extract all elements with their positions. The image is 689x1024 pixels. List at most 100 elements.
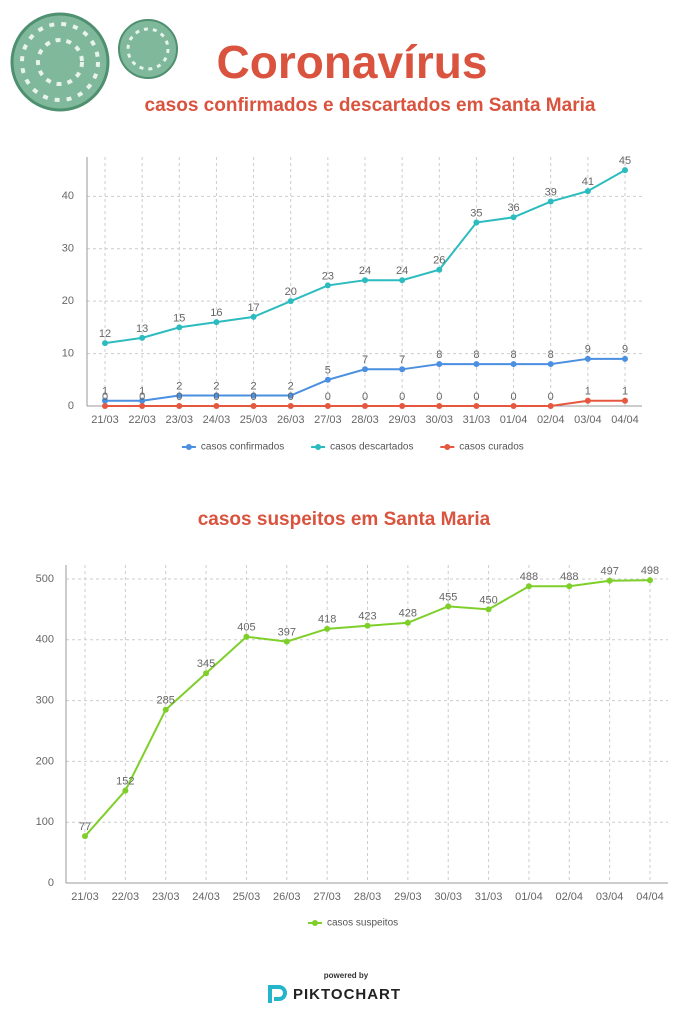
data-label: 0 xyxy=(213,391,219,403)
data-point xyxy=(176,392,183,399)
y-tick-label: 200 xyxy=(36,755,54,767)
data-label: 0 xyxy=(548,391,554,403)
data-point xyxy=(566,583,573,590)
data-label: 23 xyxy=(322,270,334,282)
y-tick-label: 30 xyxy=(62,243,74,255)
y-tick-label: 0 xyxy=(68,400,74,412)
data-point xyxy=(436,266,443,273)
data-label: 2 xyxy=(288,380,294,392)
data-label: 0 xyxy=(102,391,108,403)
data-label: 8 xyxy=(473,349,479,361)
data-point xyxy=(162,706,169,713)
data-point xyxy=(139,334,146,341)
data-label: 45 xyxy=(619,155,631,167)
data-label: 39 xyxy=(545,186,557,198)
legend-marker xyxy=(444,444,451,450)
data-point xyxy=(445,603,452,610)
data-label: 0 xyxy=(362,391,368,403)
x-tick-label: 28/03 xyxy=(354,891,382,903)
data-label: 41 xyxy=(582,176,594,188)
data-label: 8 xyxy=(548,349,554,361)
data-point xyxy=(243,633,250,640)
data-label: 423 xyxy=(358,611,376,623)
y-tick-label: 300 xyxy=(36,694,54,706)
data-label: 2 xyxy=(213,380,219,392)
data-label: 2 xyxy=(176,380,182,392)
x-tick-label: 31/03 xyxy=(463,414,491,426)
data-label: 497 xyxy=(600,566,618,578)
data-point xyxy=(102,403,108,409)
data-label: 2 xyxy=(251,380,257,392)
data-point xyxy=(287,403,294,409)
data-point xyxy=(324,282,331,289)
data-label: 285 xyxy=(157,695,175,707)
data-label: 17 xyxy=(247,302,259,314)
legend-label: casos confirmados xyxy=(201,442,284,453)
data-label: 450 xyxy=(479,594,497,606)
data-label: 0 xyxy=(399,391,405,403)
data-label: 20 xyxy=(285,286,297,298)
legend-marker xyxy=(312,920,318,926)
x-tick-label: 01/04 xyxy=(500,414,528,426)
data-point xyxy=(622,397,628,404)
data-point xyxy=(213,392,220,399)
x-tick-label: 26/03 xyxy=(273,891,301,903)
data-point xyxy=(139,397,146,404)
data-point xyxy=(485,606,492,613)
data-label: 418 xyxy=(318,614,336,626)
data-point xyxy=(139,403,146,409)
data-label: 0 xyxy=(251,391,257,403)
data-point xyxy=(584,397,591,404)
subtitle: casos confirmados e descartados em Santa… xyxy=(145,95,596,116)
data-point xyxy=(473,219,480,226)
data-label: 9 xyxy=(622,344,628,356)
data-label: 15 xyxy=(173,312,185,324)
data-point xyxy=(510,403,517,409)
x-tick-label: 21/03 xyxy=(91,414,119,426)
data-point xyxy=(324,625,331,632)
data-point xyxy=(203,670,210,677)
data-label: 26 xyxy=(433,255,445,267)
x-tick-label: 23/03 xyxy=(152,891,180,903)
data-point xyxy=(176,403,183,409)
data-label: 13 xyxy=(136,323,148,335)
data-point xyxy=(473,361,480,368)
data-point xyxy=(622,167,628,174)
data-point xyxy=(547,361,554,368)
legend-label: casos suspeitos xyxy=(327,918,398,929)
data-point xyxy=(122,787,129,794)
data-point xyxy=(102,397,108,404)
legend-marker xyxy=(315,444,322,450)
data-label: 7 xyxy=(362,354,368,366)
y-tick-label: 500 xyxy=(36,573,54,585)
x-tick-label: 04/04 xyxy=(636,891,664,903)
data-label: 8 xyxy=(436,349,442,361)
data-label: 9 xyxy=(585,344,591,356)
legend-marker xyxy=(185,444,192,450)
data-point xyxy=(283,638,290,645)
x-tick-label: 26/03 xyxy=(277,414,305,426)
x-tick-label: 03/04 xyxy=(574,414,602,426)
data-label: 455 xyxy=(439,591,457,603)
x-tick-label: 22/03 xyxy=(112,891,140,903)
data-point xyxy=(364,622,371,629)
data-point xyxy=(176,324,183,331)
legend-label: casos descartados xyxy=(330,442,413,453)
data-point xyxy=(399,277,406,284)
data-point xyxy=(362,403,368,409)
data-point xyxy=(250,313,257,320)
data-point xyxy=(473,403,480,409)
x-tick-label: 29/03 xyxy=(388,414,416,426)
x-tick-label: 02/04 xyxy=(556,891,584,903)
data-point xyxy=(622,355,628,362)
y-tick-label: 40 xyxy=(62,190,74,202)
data-point xyxy=(547,403,554,409)
x-tick-label: 24/03 xyxy=(192,891,220,903)
data-point xyxy=(213,403,220,409)
data-label: 1 xyxy=(102,386,108,398)
data-point xyxy=(404,619,411,626)
y-tick-label: 0 xyxy=(48,877,54,889)
data-label: 77 xyxy=(79,821,91,833)
